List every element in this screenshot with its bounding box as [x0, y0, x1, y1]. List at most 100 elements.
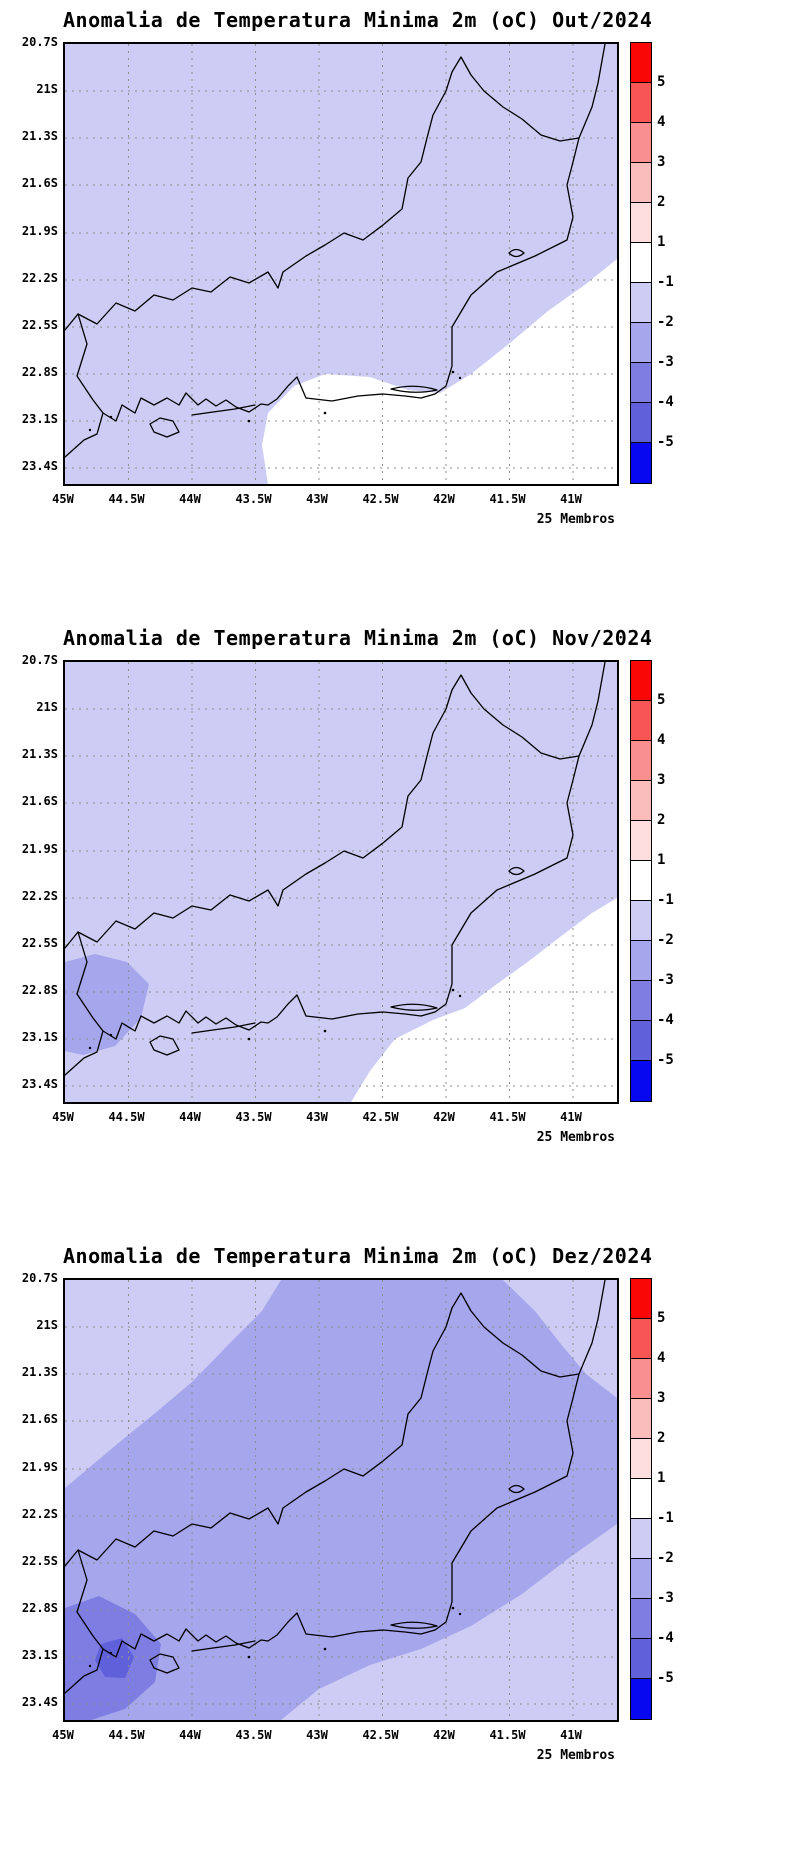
- lat-tick-label: 22.2S: [21, 889, 58, 903]
- ensemble-members-label: 25 Membros: [536, 1748, 615, 1763]
- lat-tick-label: 22.2S: [21, 1507, 58, 1521]
- lon-tick-label: 44.5W: [108, 1110, 145, 1124]
- lat-tick-label: 21.3S: [21, 1365, 58, 1379]
- lat-tick-label: 23.1S: [21, 412, 58, 426]
- colorbar-tick-label: -5: [657, 434, 674, 450]
- colorbar-segment: [631, 1559, 651, 1599]
- lat-tick-label: 21.6S: [21, 794, 58, 808]
- map-canvas-nov2024: [65, 662, 617, 1102]
- lon-tick-label: 43W: [306, 1728, 328, 1742]
- colorbar-segment: [631, 1479, 651, 1519]
- lat-tick-label: 21.3S: [21, 747, 58, 761]
- colorbar-segment: [631, 1359, 651, 1399]
- panel-dez2024: Anomalia de Temperatura Minima 2m (oC) D…: [0, 1236, 800, 1854]
- colorbar-tick-label: -3: [657, 354, 674, 370]
- colorbar-tick-label: 3: [657, 772, 666, 788]
- lat-tick-label: 20.7S: [21, 35, 58, 49]
- map-nov2024: [63, 660, 619, 1104]
- colorbar-segment: [631, 1639, 651, 1679]
- colorbar-tick-label: -1: [657, 892, 674, 908]
- lat-tick-label: 22.5S: [21, 936, 58, 950]
- colorbar-segment: [631, 323, 651, 363]
- colorbar-segment: [631, 203, 651, 243]
- colorbar-tick-label: -5: [657, 1052, 674, 1068]
- lon-tick-label: 44.5W: [108, 492, 145, 506]
- fill-region-minus2-minus3: [65, 954, 149, 1055]
- lon-tick-label: 43.5W: [235, 1728, 272, 1742]
- colorbar-segment: [631, 1599, 651, 1639]
- colorbar-segment: [631, 43, 651, 83]
- colorbar-segment: [631, 1279, 651, 1319]
- lon-tick-label: 41W: [560, 1728, 582, 1742]
- colorbar-tick-label: 2: [657, 1430, 666, 1446]
- lat-tick-label: 22.5S: [21, 318, 58, 332]
- colorbar-tick-label: 4: [657, 732, 666, 748]
- lat-tick-label: 23.4S: [21, 1077, 58, 1091]
- colorbar-tick-label: -2: [657, 932, 674, 948]
- lat-tick-label: 21.9S: [21, 224, 58, 238]
- colorbar-segment: [631, 283, 651, 323]
- fill-region-neutral: [351, 898, 617, 1102]
- colorbar-tick-label: 2: [657, 194, 666, 210]
- lon-tick-label: 45W: [52, 1728, 74, 1742]
- colorbar: [630, 42, 652, 484]
- lat-tick-label: 21.9S: [21, 1460, 58, 1474]
- lon-tick-label: 44W: [179, 1728, 201, 1742]
- colorbar-tick-label: 1: [657, 234, 666, 250]
- colorbar-segment: [631, 243, 651, 283]
- colorbar-segment: [631, 901, 651, 941]
- lon-tick-label: 42.5W: [362, 1110, 399, 1124]
- colorbar-tick-label: 1: [657, 852, 666, 868]
- lat-tick-label: 22.2S: [21, 271, 58, 285]
- colorbar-tick-label: 3: [657, 1390, 666, 1406]
- map-canvas-out2024: [65, 44, 617, 484]
- colorbar-segment: [631, 701, 651, 741]
- lon-tick-label: 41W: [560, 492, 582, 506]
- ensemble-members-label: 25 Membros: [536, 512, 615, 527]
- colorbar-segment: [631, 403, 651, 443]
- colorbar-tick-label: 3: [657, 154, 666, 170]
- lon-tick-label: 42W: [433, 1110, 455, 1124]
- lat-tick-label: 21S: [36, 82, 58, 96]
- lat-tick-label: 22.5S: [21, 1554, 58, 1568]
- lat-tick-label: 22.8S: [21, 365, 58, 379]
- lat-tick-label: 23.4S: [21, 1695, 58, 1709]
- colorbar-tick-label: -1: [657, 274, 674, 290]
- colorbar: [630, 660, 652, 1102]
- panel-title: Anomalia de Temperatura Minima 2m (oC) D…: [63, 1244, 653, 1268]
- colorbar-tick-label: -2: [657, 314, 674, 330]
- lon-tick-label: 43.5W: [235, 492, 272, 506]
- colorbar-tick-label: 4: [657, 1350, 666, 1366]
- lon-tick-label: 42W: [433, 492, 455, 506]
- lat-tick-label: 21S: [36, 1318, 58, 1332]
- lon-tick-label: 41.5W: [489, 1728, 526, 1742]
- lat-tick-label: 22.8S: [21, 983, 58, 997]
- lon-tick-label: 41.5W: [489, 1110, 526, 1124]
- colorbar-tick-label: 5: [657, 74, 666, 90]
- lon-tick-label: 44W: [179, 492, 201, 506]
- colorbar-tick-label: -4: [657, 1012, 674, 1028]
- lat-tick-label: 23.1S: [21, 1648, 58, 1662]
- colorbar-tick-label: 1: [657, 1470, 666, 1486]
- lat-tick-label: 20.7S: [21, 653, 58, 667]
- colorbar-tick-label: -2: [657, 1550, 674, 1566]
- colorbar-tick-label: -1: [657, 1510, 674, 1526]
- lon-tick-label: 43W: [306, 492, 328, 506]
- lon-tick-label: 44W: [179, 1110, 201, 1124]
- colorbar-segment: [631, 1519, 651, 1559]
- colorbar-segment: [631, 83, 651, 123]
- colorbar-segment: [631, 123, 651, 163]
- colorbar-segment: [631, 1061, 651, 1101]
- map-canvas-dez2024: [65, 1280, 617, 1720]
- lat-tick-label: 23.4S: [21, 459, 58, 473]
- colorbar-tick-label: -4: [657, 1630, 674, 1646]
- lat-tick-label: 21.9S: [21, 842, 58, 856]
- colorbar-segment: [631, 861, 651, 901]
- colorbar-tick-label: -5: [657, 1670, 674, 1686]
- lat-tick-label: 23.1S: [21, 1030, 58, 1044]
- lon-tick-label: 42W: [433, 1728, 455, 1742]
- fill-region-neutral: [262, 259, 617, 484]
- colorbar-segment: [631, 443, 651, 483]
- lat-tick-label: 21S: [36, 700, 58, 714]
- ensemble-members-label: 25 Membros: [536, 1130, 615, 1145]
